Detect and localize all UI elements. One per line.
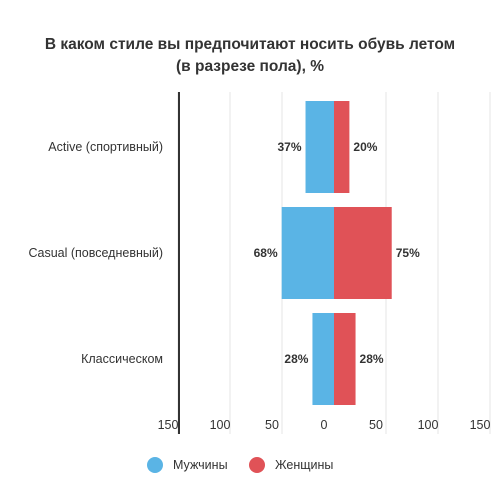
x-tick-label: 150 xyxy=(158,418,179,432)
category-label: Active (спортивный) xyxy=(48,140,163,154)
bar-men xyxy=(305,101,334,193)
x-tick-label: 100 xyxy=(210,418,231,432)
legend-marker-women xyxy=(249,457,265,473)
category-label: Классическом xyxy=(81,352,163,366)
data-label: 75% xyxy=(396,246,420,260)
data-label: 28% xyxy=(284,352,308,366)
bar-women xyxy=(334,207,392,299)
bar-men xyxy=(312,313,334,405)
legend-marker-men xyxy=(147,457,163,473)
bar-men xyxy=(281,207,334,299)
x-tick-label: 50 xyxy=(369,418,383,432)
x-tick-label: 0 xyxy=(321,418,328,432)
data-label: 68% xyxy=(254,246,278,260)
chart-title-line-1: В каком стиле вы предпочитают носить обу… xyxy=(44,36,456,53)
x-tick-label: 100 xyxy=(418,418,439,432)
x-tick-label: 50 xyxy=(265,418,279,432)
chart-title: В каком стиле вы предпочитают носить обу… xyxy=(0,34,500,78)
legend-label-women: Женщины xyxy=(275,458,333,472)
data-label: 20% xyxy=(353,140,377,154)
bar-women xyxy=(334,313,356,405)
chart-title-line-2: (в разрезе пола), % xyxy=(176,58,324,75)
category-label: Casual (повседневный) xyxy=(28,246,163,260)
legend-label-men: Мужчины xyxy=(173,458,228,472)
x-tick-label: 150 xyxy=(470,418,491,432)
data-label: 28% xyxy=(360,352,384,366)
bar-women xyxy=(334,101,350,193)
data-label: 37% xyxy=(277,140,301,154)
